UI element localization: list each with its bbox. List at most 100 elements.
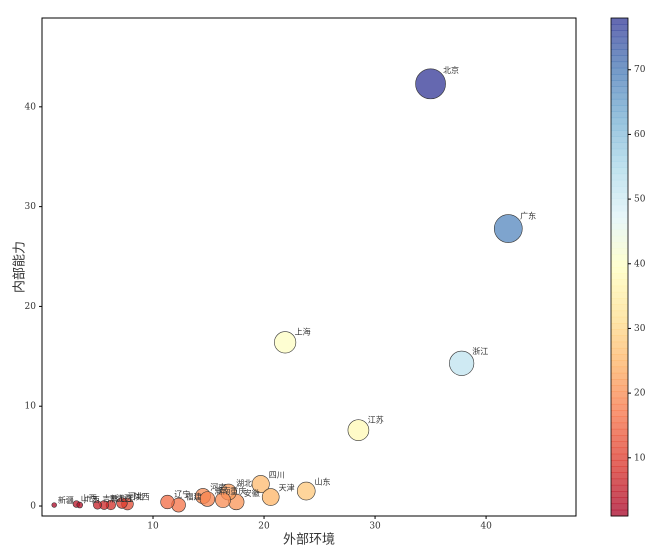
colorbar-segment — [611, 360, 628, 368]
y-tick-label: 40 — [25, 102, 37, 112]
colorbar-segment — [611, 329, 628, 336]
colorbar-segment — [611, 117, 628, 125]
bubble — [251, 475, 270, 494]
point-label: 辽宁 — [174, 489, 190, 499]
bubble — [160, 494, 175, 510]
colorbar-segment — [611, 55, 628, 63]
colorbar-segment — [611, 98, 628, 106]
colorbar-segment — [611, 130, 628, 137]
colorbar-segment — [611, 497, 628, 505]
colorbar-segment — [611, 148, 628, 156]
colorbar-segment — [611, 154, 628, 162]
colorbar-segment — [611, 136, 628, 143]
colorbar-segment — [611, 441, 628, 449]
colorbar-tick-label: 50 — [634, 195, 646, 205]
colorbar-segment — [611, 310, 628, 318]
colorbar-segment — [611, 161, 628, 168]
y-axis-label: 内部能力 — [12, 241, 28, 293]
colorbar-segment — [611, 30, 628, 38]
colorbar-frame — [610, 17, 629, 517]
point-label: 四川 — [269, 470, 285, 479]
colorbar-segment — [611, 123, 628, 131]
colorbar-segment — [611, 503, 628, 511]
x-axis-label: 外部环境 — [283, 533, 335, 548]
colorbar-tick-label: 70 — [634, 65, 646, 75]
colorbar-segment — [611, 86, 628, 94]
colorbar-segment — [611, 74, 628, 81]
colorbar-segment — [611, 111, 628, 119]
colorbar-segment — [611, 186, 628, 193]
bubble — [274, 331, 297, 354]
colorbar-segment — [611, 223, 628, 231]
point-label: 浙江 — [472, 346, 488, 356]
bubble — [449, 350, 475, 376]
colorbar-segment — [611, 260, 628, 268]
colorbar-segment — [611, 385, 628, 392]
colorbar-segment — [611, 478, 628, 486]
colorbar-segment — [611, 410, 628, 417]
colorbar-segment — [611, 179, 628, 187]
point-label: 新疆 — [58, 495, 74, 505]
bubble — [493, 214, 523, 243]
colorbar-segment — [611, 428, 628, 436]
colorbar-tick-label: 20 — [634, 389, 646, 399]
colorbar-segment — [611, 229, 628, 237]
colorbar-segment — [611, 24, 628, 31]
colorbar-segment — [611, 447, 628, 455]
colorbar-segment — [611, 80, 628, 87]
bubble — [116, 497, 128, 509]
point-label: 天津 — [279, 483, 295, 493]
bubble — [199, 491, 216, 507]
colorbar-segment — [611, 142, 628, 150]
point-label: 上海 — [295, 326, 311, 336]
colorbar-tick-label: 10 — [634, 453, 646, 463]
point-label: 陕西 — [134, 491, 150, 501]
y-tick-label: 10 — [25, 402, 37, 412]
colorbar-segment — [611, 273, 628, 280]
colorbar-segment — [611, 248, 628, 256]
colorbar-segment — [611, 267, 628, 274]
point-label: 福建 — [185, 492, 201, 502]
colorbar-segment — [611, 491, 628, 498]
bubble — [415, 68, 446, 100]
x-tick-label: 20 — [258, 522, 270, 532]
point-label: 吉林 — [102, 494, 118, 504]
colorbar-segment — [611, 279, 628, 287]
colorbar-segment — [611, 459, 628, 467]
x-tick-label: 40 — [480, 522, 492, 532]
colorbar-segment — [611, 416, 628, 424]
colorbar-segment — [611, 372, 628, 380]
colorbar-segment — [611, 173, 628, 181]
colorbar-segment — [611, 397, 628, 405]
colorbar-segment — [611, 335, 628, 343]
colorbar-segment — [611, 210, 628, 218]
point-label: 广西 — [84, 494, 100, 504]
colorbar-segment — [611, 92, 628, 100]
colorbar-segment — [611, 285, 628, 293]
colorbar-tick-label: 30 — [634, 324, 646, 334]
colorbar-segment — [611, 291, 628, 299]
colorbar-segment — [611, 61, 628, 69]
y-tick-label: 20 — [25, 302, 37, 312]
colorbar-segment — [611, 366, 628, 374]
bubble — [51, 502, 57, 508]
colorbar-segment — [611, 217, 628, 224]
colorbar-segment — [611, 435, 628, 442]
colorbar-segment — [611, 391, 628, 399]
colorbar-segment — [611, 323, 628, 330]
point-label: 安徽 — [244, 488, 260, 498]
point-label: 山西 — [81, 493, 97, 503]
point-label: 湖北 — [236, 479, 252, 488]
colorbar-segment — [611, 472, 628, 480]
bubble — [261, 488, 280, 506]
colorbar-segment — [611, 42, 628, 50]
colorbar-segment — [611, 36, 628, 44]
y-tick-label: 0 — [30, 502, 36, 512]
bubble — [347, 419, 370, 441]
colorbar-segment — [611, 67, 628, 75]
colorbar-segment — [611, 167, 628, 175]
point-label: 重庆 — [230, 486, 246, 496]
plot-frame — [41, 17, 577, 517]
